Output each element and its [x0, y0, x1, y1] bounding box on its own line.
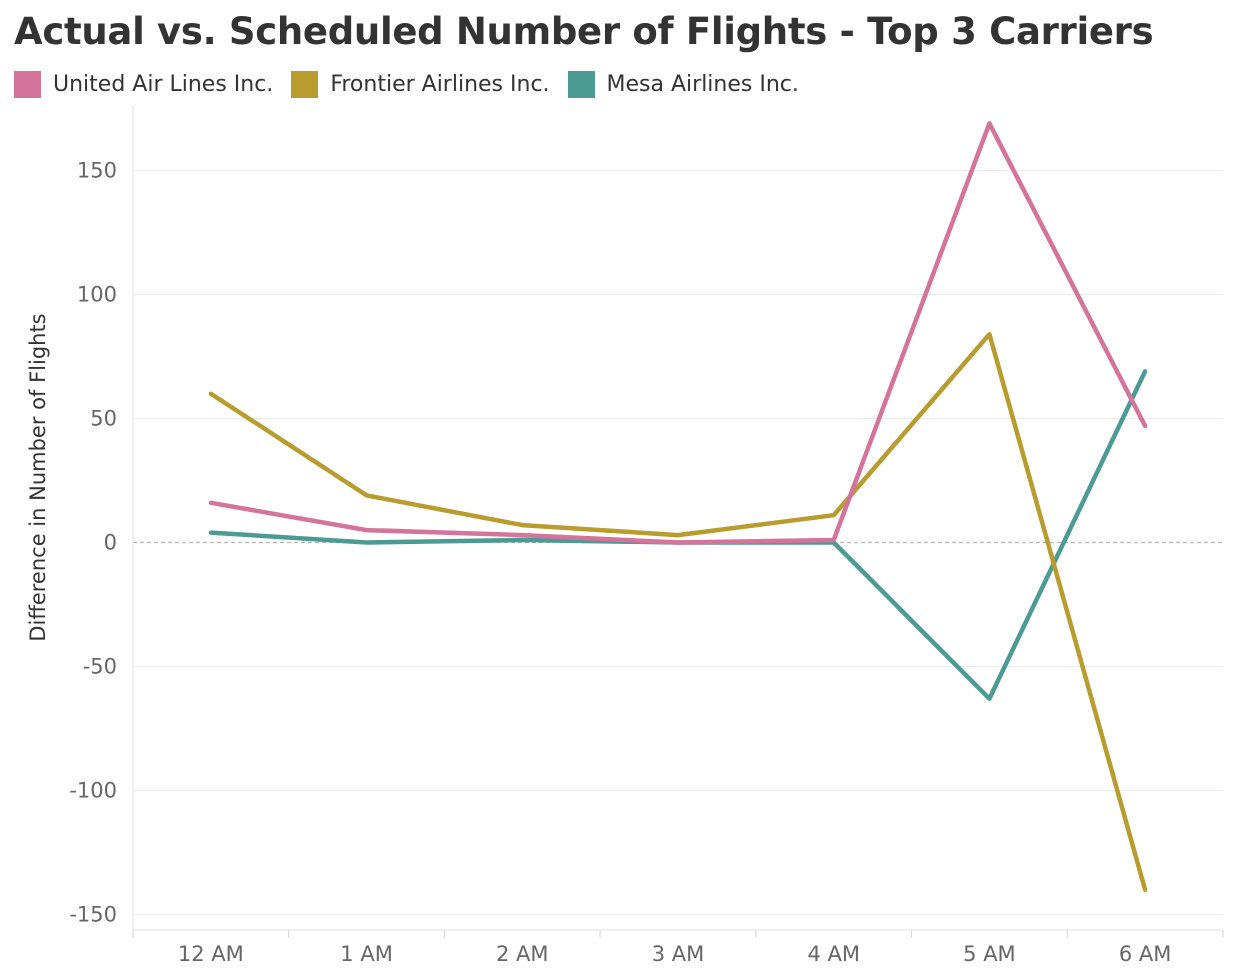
legend-swatch-united [14, 70, 41, 98]
legend-label-frontier: Frontier Airlines Inc. [330, 71, 550, 97]
x-tick-label: 4 AM [807, 942, 860, 966]
x-tick-label: 1 AM [340, 942, 393, 966]
gridlines [133, 170, 1223, 915]
x-tick-label: 2 AM [496, 942, 549, 966]
axis-labels: Difference in Number of Flights 150 100 50… [26, 159, 1171, 967]
legend-swatch-mesa [567, 70, 595, 98]
y-axis-title: Difference in Number of Flights [26, 313, 50, 641]
y-tick-label: -150 [69, 903, 117, 927]
y-tick-label: -50 [83, 655, 117, 679]
legend-item-mesa[interactable]: Mesa Airlines Inc. [567, 70, 799, 98]
legend-label-mesa: Mesa Airlines Inc. [606, 71, 799, 97]
y-tick-label: 50 [90, 407, 117, 431]
legend-item-frontier[interactable]: Frontier Airlines Inc. [291, 70, 550, 98]
x-tick-label: 6 AM [1119, 942, 1172, 966]
y-tick-label: 0 [104, 531, 117, 555]
series-line-united[interactable] [208, 121, 1148, 545]
x-tick-label: 3 AM [652, 942, 705, 966]
y-tick-label: 150 [77, 159, 117, 183]
chart-title: Actual vs. Scheduled Number of Flights -… [14, 10, 1154, 53]
legend: United Air Lines Inc. Frontier Airlines … [14, 68, 799, 100]
x-tick-label: 12 AM [178, 942, 244, 966]
legend-swatch-frontier [291, 70, 319, 98]
series-line-frontier[interactable] [208, 331, 1148, 892]
legend-label-united: United Air Lines Inc. [53, 71, 274, 97]
axes [132, 105, 1224, 938]
legend-item-united[interactable]: United Air Lines Inc. [14, 70, 274, 98]
y-tick-label: -100 [69, 779, 117, 803]
y-tick-label: 100 [77, 283, 117, 307]
series-lines [208, 121, 1148, 892]
x-tick-label: 5 AM [963, 942, 1016, 966]
